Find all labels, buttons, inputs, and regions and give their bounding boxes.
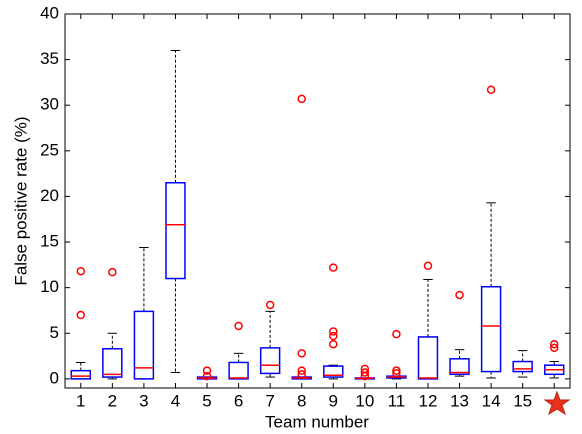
outlier — [329, 331, 338, 341]
outlier — [455, 290, 464, 300]
outlier — [76, 266, 86, 276]
outlier — [486, 85, 496, 94]
x-axis-title: Team number — [265, 412, 369, 431]
outlier — [549, 339, 559, 349]
x-tick-label: 2 — [108, 391, 117, 410]
x-tick-label: 7 — [265, 391, 274, 410]
y-tick-label: 20 — [40, 186, 59, 205]
x-tick-label: 5 — [202, 391, 211, 410]
box — [480, 285, 502, 373]
outlier — [108, 267, 117, 277]
x-tick-label: 11 — [388, 391, 406, 410]
plot-frame — [64, 13, 571, 389]
outlier — [549, 343, 559, 353]
x-tick-label: 10 — [355, 391, 374, 410]
outlier — [360, 371, 370, 381]
y-tick-label: 25 — [40, 140, 59, 159]
outlier — [234, 321, 243, 331]
outlier — [329, 263, 338, 272]
outlier — [297, 366, 306, 375]
outlier — [329, 327, 338, 336]
outlier — [202, 371, 212, 381]
outlier — [360, 368, 370, 377]
x-tick-label: 6 — [234, 391, 243, 410]
box — [228, 361, 249, 380]
outlier — [202, 366, 212, 375]
outlier — [76, 310, 86, 320]
outlier — [392, 329, 401, 339]
star-marker — [543, 390, 571, 416]
y-tick-label: 10 — [40, 277, 59, 296]
outlier — [297, 370, 306, 379]
x-tick-label: 4 — [171, 391, 180, 410]
outlier — [297, 349, 306, 358]
y-tick-label: 35 — [40, 49, 59, 68]
y-tick-label: 30 — [40, 95, 59, 114]
box — [165, 182, 186, 280]
y-tick-label: 5 — [50, 323, 59, 342]
y-tick-label: 15 — [40, 232, 59, 251]
x-tick-label: 12 — [419, 391, 438, 410]
y-axis-title: False positive rate (%) — [11, 116, 30, 285]
outlier — [297, 94, 306, 104]
box — [323, 365, 344, 378]
y-tick-label: 0 — [50, 368, 59, 387]
x-tick-label: 3 — [139, 391, 148, 410]
outlier — [392, 369, 401, 378]
x-tick-label: 9 — [329, 391, 338, 410]
box — [259, 347, 281, 375]
box — [449, 358, 470, 376]
y-tick-label: 40 — [40, 3, 59, 22]
x-tick-label: 14 — [482, 391, 501, 410]
outlier — [392, 366, 401, 375]
outlier — [265, 300, 275, 310]
x-tick-label: 15 — [513, 391, 532, 410]
box — [417, 336, 439, 380]
outlier — [423, 261, 433, 271]
x-tick-label: 13 — [450, 391, 469, 410]
box — [512, 360, 533, 373]
box — [70, 369, 91, 380]
x-tick-label: 1 — [76, 391, 85, 410]
box — [133, 310, 155, 380]
box — [102, 348, 123, 378]
outlier — [329, 339, 338, 349]
x-tick-label: 8 — [297, 391, 306, 410]
